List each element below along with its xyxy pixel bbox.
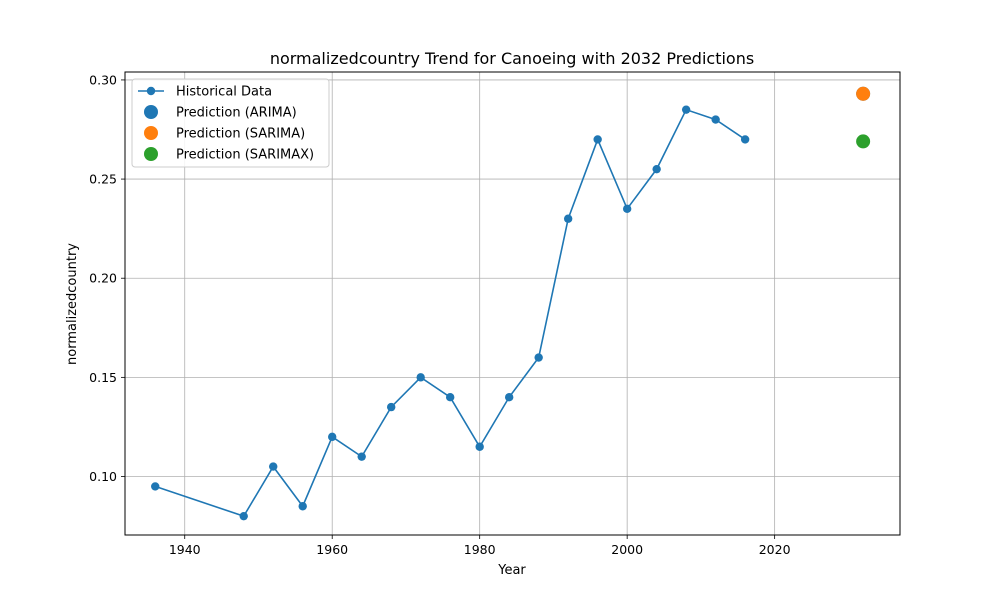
legend-marker-swatch <box>144 126 158 140</box>
prediction-point <box>856 86 871 101</box>
x-tick-label: 2000 <box>611 542 643 557</box>
historical-point <box>151 482 160 491</box>
historical-point <box>622 204 632 214</box>
x-axis-ticks: 1940 1960 1980 2000 2020 <box>169 535 791 557</box>
historical-point <box>298 502 307 511</box>
series-2 <box>856 86 871 101</box>
historical-point <box>563 214 573 223</box>
historical-point <box>416 373 425 382</box>
legend-marker-swatch <box>144 105 158 119</box>
legend-marker-swatch <box>146 86 156 96</box>
historical-point <box>357 452 366 461</box>
legend-label: Prediction (SARIMA) <box>176 127 305 142</box>
legend-item: Prediction (SARIMAX) <box>144 147 314 163</box>
legend-item: Prediction (SARIMA) <box>144 126 305 142</box>
plot-frame <box>124 71 901 536</box>
legend-label: Prediction (ARIMA) <box>176 106 297 121</box>
x-tick-label: 1940 <box>169 542 201 557</box>
historical-point <box>652 164 661 174</box>
historical-point <box>534 353 543 362</box>
y-axis-label: normalizedcountry <box>65 243 80 365</box>
legend: Historical Data Prediction (ARIMA) Predict… <box>131 78 330 168</box>
legend-item: Historical Data <box>138 85 272 100</box>
series-3 <box>856 134 871 149</box>
historical-point <box>593 135 602 144</box>
x-axis-label: Year <box>497 563 526 578</box>
legend-label: Historical Data <box>176 85 272 100</box>
x-tick-label: 1980 <box>464 542 496 557</box>
x-tick-label: 1960 <box>316 542 348 557</box>
legend-box <box>131 78 330 168</box>
y-tick-label: 0.10 <box>89 469 117 484</box>
y-tick-label: 0.20 <box>89 271 117 286</box>
chart-title: normalizedcountry Trend for Canoeing wit… <box>270 49 754 68</box>
historical-point <box>239 511 248 521</box>
y-tick-label: 0.15 <box>89 370 117 385</box>
grid-lines <box>125 72 900 535</box>
historical-point <box>504 392 514 402</box>
axes <box>124 71 901 536</box>
legend-marker-swatch <box>144 147 158 161</box>
series-0 <box>151 105 750 521</box>
historical-point <box>386 402 396 412</box>
legend-item: Prediction (ARIMA) <box>144 105 297 121</box>
historical-point <box>711 115 720 124</box>
data-series <box>151 86 871 521</box>
historical-point <box>475 442 484 451</box>
historical-point <box>445 392 455 402</box>
prediction-point <box>856 134 871 149</box>
legend-label: Prediction (SARIMAX) <box>176 148 314 163</box>
y-tick-label: 0.30 <box>89 72 117 87</box>
historical-point <box>269 462 278 471</box>
x-tick-label: 2020 <box>759 542 791 557</box>
y-axis-ticks: 0.10 0.15 0.20 0.25 0.30 <box>89 72 125 484</box>
historical-point <box>681 105 691 114</box>
historical-point <box>740 135 750 144</box>
historical-point <box>328 432 337 442</box>
y-tick-label: 0.25 <box>89 172 117 187</box>
